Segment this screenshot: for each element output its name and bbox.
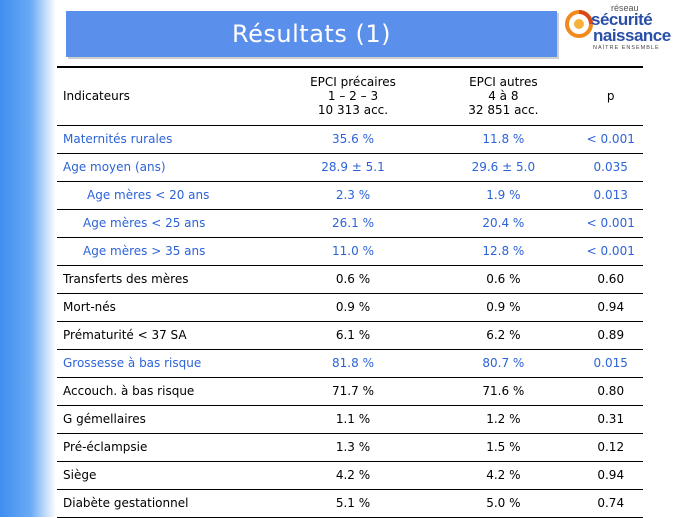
- table-row: Accouch. à bas risque 71.7 % 71.6 % 0.80: [57, 377, 643, 406]
- table-row: Maternités rurales 35.6 % 11.8 % < 0.001: [57, 125, 643, 154]
- row-p-value: < 0.001: [578, 125, 643, 154]
- row-p-value: < 0.001: [578, 209, 643, 238]
- row-p-value: 0.12: [578, 433, 643, 462]
- row-value-epci-precaires: 35.6 %: [277, 125, 429, 154]
- header-epci-autres: EPCI autres 4 à 8 32 851 acc.: [428, 67, 579, 126]
- row-label: Accouch. à bas risque: [57, 377, 278, 406]
- header-p: p: [578, 67, 643, 126]
- row-p-value: 0.013: [578, 181, 643, 210]
- row-value-epci-autres: 0.9 %: [428, 293, 579, 322]
- row-label: Grossesse à bas risque: [57, 349, 278, 378]
- row-value-epci-precaires: 0.9 %: [277, 293, 429, 322]
- row-value-epci-precaires: 6.1 %: [277, 321, 429, 350]
- row-p-value: 0.015: [578, 349, 643, 378]
- row-value-epci-precaires: 11.0 %: [277, 237, 429, 266]
- row-value-epci-precaires: 0.6 %: [277, 265, 429, 294]
- header-epci-autres-line3: 32 851 acc.: [468, 103, 539, 118]
- row-p-value: 0.74: [578, 489, 643, 518]
- row-p-value: 0.80: [578, 377, 643, 406]
- header-epci-precaires-line1: EPCI précaires: [310, 75, 396, 90]
- row-value-epci-precaires: 2.3 %: [277, 181, 429, 210]
- header-epci-precaires: EPCI précaires 1 – 2 – 3 10 313 acc.: [277, 67, 429, 126]
- row-value-epci-autres: 12.8 %: [428, 237, 579, 266]
- row-value-epci-precaires: 71.7 %: [277, 377, 429, 406]
- table-row: Age moyen (ans) 28.9 ± 5.1 29.6 ± 5.0 0.035: [57, 153, 643, 182]
- table-row: Diabète gestationnel 5.1 % 5.0 % 0.74: [57, 489, 643, 518]
- row-value-epci-precaires: 1.1 %: [277, 405, 429, 434]
- reseau-securite-naissance-logo: réseau sécurité naissance NAÎTRE ENSEMBL…: [563, 3, 687, 53]
- row-label: G gémellaires: [57, 405, 278, 434]
- row-label: Age moyen (ans): [57, 153, 278, 182]
- table-row: Pré-éclampsie 1.3 % 1.5 % 0.12: [57, 433, 643, 462]
- row-label: Mort-nés: [57, 293, 278, 322]
- header-epci-autres-line2: 4 à 8: [488, 89, 519, 104]
- row-value-epci-autres: 71.6 %: [428, 377, 579, 406]
- table-row: Mort-nés 0.9 % 0.9 % 0.94: [57, 293, 643, 322]
- row-p-value: 0.60: [578, 265, 643, 294]
- table-row: Transferts des mères 0.6 % 0.6 % 0.60: [57, 265, 643, 294]
- table-row: Age mères < 25 ans 26.1 % 20.4 % < 0.001: [57, 209, 643, 238]
- row-value-epci-autres: 11.8 %: [428, 125, 579, 154]
- row-value-epci-autres: 1.5 %: [428, 433, 579, 462]
- page-title: Résultats (1): [232, 20, 391, 48]
- row-value-epci-autres: 20.4 %: [428, 209, 579, 238]
- table-row: Grossesse à bas risque 81.8 % 80.7 % 0.015: [57, 349, 643, 378]
- row-value-epci-autres: 5.0 %: [428, 489, 579, 518]
- row-value-epci-autres: 1.9 %: [428, 181, 579, 210]
- row-value-epci-precaires: 28.9 ± 5.1: [277, 153, 429, 182]
- row-p-value: < 0.001: [578, 237, 643, 266]
- header-epci-precaires-line3: 10 313 acc.: [317, 103, 389, 118]
- logo-swirl-icon: [565, 10, 593, 38]
- table-row: G gémellaires 1.1 % 1.2 % 0.31: [57, 405, 643, 434]
- table-row: Age mères > 35 ans 11.0 % 12.8 % < 0.001: [57, 237, 643, 266]
- row-value-epci-autres: 1.2 %: [428, 405, 579, 434]
- row-value-epci-precaires: 26.1 %: [277, 209, 429, 238]
- row-label: Siège: [57, 461, 278, 490]
- table-row: Siège 4.2 % 4.2 % 0.94: [57, 461, 643, 490]
- header-epci-autres-line1: EPCI autres: [469, 75, 538, 90]
- row-value-epci-autres: 4.2 %: [428, 461, 579, 490]
- row-p-value: 0.89: [578, 321, 643, 350]
- table-header-row: Indicateurs EPCI précaires 1 – 2 – 3 10 …: [57, 67, 643, 126]
- row-label: Age mères < 20 ans: [57, 181, 278, 210]
- header-epci-precaires-line2: 1 – 2 – 3: [327, 89, 379, 104]
- row-label: Age mères > 35 ans: [57, 237, 278, 266]
- logo-text-top: réseau: [611, 3, 639, 13]
- row-label: Pré-éclampsie: [57, 433, 278, 462]
- title-banner: Résultats (1): [66, 11, 557, 57]
- left-gradient-bar: [0, 0, 56, 517]
- header-indicateurs: Indicateurs: [57, 67, 278, 126]
- row-label: Maternités rurales: [57, 125, 278, 154]
- row-value-epci-autres: 6.2 %: [428, 321, 579, 350]
- row-p-value: 0.94: [578, 293, 643, 322]
- row-p-value: 0.94: [578, 461, 643, 490]
- row-value-epci-precaires: 4.2 %: [277, 461, 429, 490]
- row-label: Diabète gestationnel: [57, 489, 278, 518]
- logo-text-line2: naissance: [593, 26, 671, 45]
- row-label: Transferts des mères: [57, 265, 278, 294]
- row-value-epci-precaires: 81.8 %: [277, 349, 429, 378]
- row-value-epci-precaires: 5.1 %: [277, 489, 429, 518]
- row-value-epci-autres: 80.7 %: [428, 349, 579, 378]
- table-row: Prématurité < 37 SA 6.1 % 6.2 % 0.89: [57, 321, 643, 350]
- results-table: Indicateurs EPCI précaires 1 – 2 – 3 10 …: [57, 66, 643, 518]
- row-value-epci-autres: 0.6 %: [428, 265, 579, 294]
- logo-tagline: NAÎTRE ENSEMBLE: [593, 45, 660, 51]
- row-value-epci-autres: 29.6 ± 5.0: [428, 153, 579, 182]
- row-p-value: 0.31: [578, 405, 643, 434]
- row-value-epci-precaires: 1.3 %: [277, 433, 429, 462]
- table-row: Age mères < 20 ans 2.3 % 1.9 % 0.013: [57, 181, 643, 210]
- row-p-value: 0.035: [578, 153, 643, 182]
- row-label: Prématurité < 37 SA: [57, 321, 278, 350]
- row-label: Age mères < 25 ans: [57, 209, 278, 238]
- logo-text-line1: sécurité: [591, 10, 653, 29]
